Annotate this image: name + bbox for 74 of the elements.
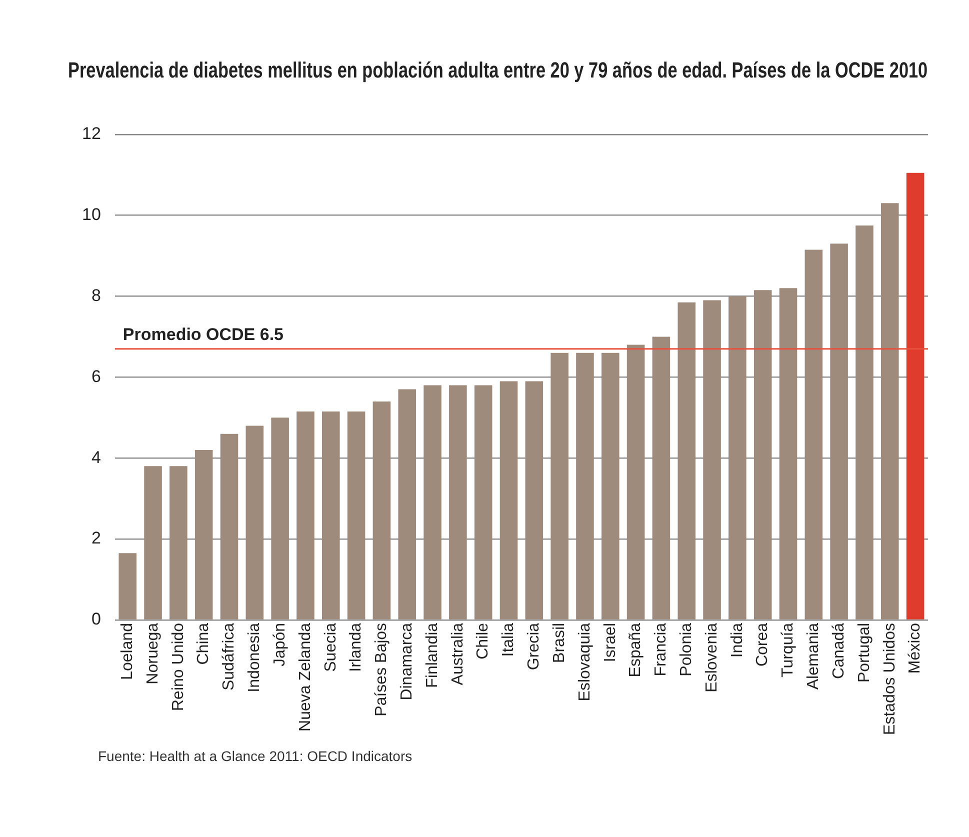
bar <box>576 352 594 620</box>
x-tick-label: Estados Unidos <box>881 622 898 735</box>
x-tick-label: España <box>627 622 644 678</box>
bar <box>601 352 620 620</box>
bar <box>271 418 289 620</box>
bar <box>144 466 162 620</box>
bar <box>220 434 238 620</box>
x-tick-label: Dinamarca <box>398 622 416 700</box>
x-tick-label: China <box>195 622 212 665</box>
bar <box>296 412 314 620</box>
x-tick-label: Corea <box>754 622 772 667</box>
x-tick-label: Israel <box>602 622 619 662</box>
x-tick-label: Francia <box>652 622 670 676</box>
bar <box>652 336 670 620</box>
bar <box>170 466 188 620</box>
bar <box>398 389 416 620</box>
x-tick-label: Países Bajos <box>373 622 390 716</box>
bar <box>550 352 568 620</box>
bar <box>779 288 798 620</box>
bar <box>525 381 544 620</box>
x-tick-label: Grecia <box>526 622 543 670</box>
x-tick-label: Sudáfrica <box>220 622 238 691</box>
bar <box>194 450 213 620</box>
bar <box>372 401 391 620</box>
bar <box>703 300 721 620</box>
bar <box>830 244 848 620</box>
bar <box>347 412 366 620</box>
x-tick-label: Italia <box>500 622 518 657</box>
y-tick-label: 12 <box>82 124 101 144</box>
x-tick-label: Indonesia <box>246 622 264 692</box>
y-tick-label: 6 <box>91 366 101 386</box>
x-tick-label: Chile <box>474 622 492 660</box>
y-tick-label: 0 <box>91 610 101 629</box>
bar <box>118 553 137 620</box>
bar <box>880 203 899 620</box>
bar <box>626 344 645 620</box>
x-tick-label: Finlandia <box>424 622 441 688</box>
bar <box>856 225 874 620</box>
x-tick-label: Noruega <box>144 622 162 684</box>
bar <box>754 290 772 620</box>
bar <box>906 172 924 620</box>
bar <box>500 381 518 620</box>
x-tick-label: Japón <box>271 622 288 667</box>
bar <box>246 426 264 620</box>
bar <box>322 412 340 620</box>
bar <box>449 385 467 620</box>
x-tick-label: Nueva Zelanda <box>296 622 314 732</box>
x-tick-label: Eslovaquia <box>576 622 594 702</box>
x-tick-label: Loeland <box>119 622 136 680</box>
chart-title: Prevalencia de diabetes mellitus en población adulta entre 20 y 79 años de edad. Países de la OCDE 2010 <box>68 58 928 83</box>
x-tick-label: Irlanda <box>348 622 365 672</box>
x-tick-label: Canadá <box>830 622 848 679</box>
bar <box>474 385 492 620</box>
x-tick-label: India <box>728 622 746 658</box>
x-tick-label: Reino Unido <box>170 622 187 711</box>
bar <box>424 385 442 620</box>
y-tick-label: 8 <box>91 286 101 305</box>
x-tick-label: Portugal <box>856 622 873 683</box>
x-tick-label: México <box>906 622 924 674</box>
x-tick-label: Turquía <box>780 622 797 678</box>
x-tick-label: Alemania <box>805 622 822 690</box>
x-tick-label: Suecia <box>322 622 340 672</box>
ref-line-label: Promedio OCDE 6.5 <box>122 325 284 344</box>
bar <box>804 250 823 620</box>
bar <box>728 296 746 620</box>
bar <box>678 302 696 620</box>
x-tick-label: Eslovenia <box>703 622 720 692</box>
source-note: Fuente: Health at a Glance 2011: OECD Indicators <box>98 748 414 764</box>
y-tick-label: 2 <box>91 528 101 548</box>
x-tick-label: Polonia <box>678 622 696 676</box>
y-tick-label: 10 <box>82 205 101 224</box>
x-tick-label: Brasil <box>550 622 568 663</box>
y-tick-label: 4 <box>91 448 101 467</box>
x-tick-label: Australia <box>449 622 466 686</box>
